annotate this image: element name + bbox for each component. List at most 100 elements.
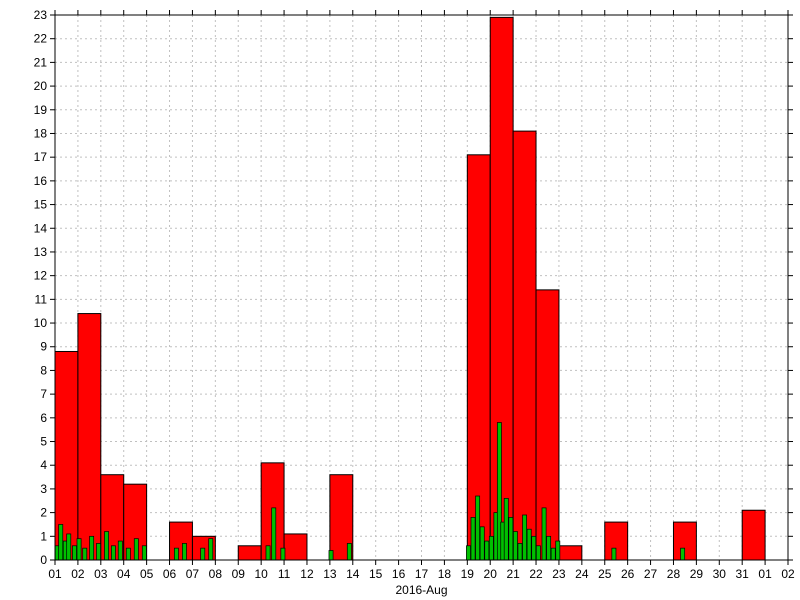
green-bar [77,539,81,560]
green-bar [104,532,108,560]
green-bar [532,536,536,560]
green-bar [90,536,94,560]
green-bar [72,546,76,560]
y-tick-label: 10 [34,316,48,330]
y-tick-label: 2 [40,506,47,520]
green-bar [201,548,205,560]
x-tick-label: 20 [484,567,498,581]
green-bar [489,536,493,560]
y-tick-label: 9 [40,340,47,354]
x-tick-label: 25 [598,567,612,581]
green-bar [67,534,71,560]
y-tick-label: 0 [40,553,47,567]
x-tick-label: 12 [300,567,314,581]
x-tick-label: 01 [758,567,772,581]
x-tick-label: 30 [713,567,727,581]
green-bar [480,527,484,560]
x-axis-label: 2016-Aug [395,583,447,597]
x-tick-label: 15 [369,567,383,581]
y-tick-label: 20 [34,79,48,93]
green-bar [59,524,63,560]
x-tick-label: 05 [140,567,154,581]
y-tick-label: 16 [34,174,48,188]
x-tick-label: 17 [415,567,429,581]
y-tick-label: 19 [34,103,48,117]
green-bar [471,517,475,560]
x-tick-label: 19 [461,567,475,581]
y-tick-label: 5 [40,435,47,449]
green-bar [612,548,616,560]
x-tick-label: 16 [392,567,406,581]
green-bar [83,548,87,560]
x-tick-label: 01 [48,567,62,581]
x-tick-label: 29 [690,567,704,581]
x-tick-label: 11 [278,567,291,581]
red-bar [513,131,536,560]
y-tick-label: 15 [34,198,48,212]
x-tick-label: 14 [346,567,360,581]
green-bar [504,498,508,560]
bar-chart: 0123456789101112131415161718192021222301… [0,0,800,600]
green-bar [111,546,115,560]
x-tick-label: 09 [232,567,246,581]
y-tick-label: 12 [34,269,48,283]
green-bar [182,543,186,560]
green-bar [281,548,285,560]
y-tick-label: 17 [34,150,48,164]
y-tick-label: 23 [34,8,48,22]
green-bar [329,551,333,560]
green-bar [118,541,122,560]
x-tick-label: 18 [438,567,452,581]
x-tick-label: 21 [506,567,520,581]
y-tick-label: 14 [34,221,48,235]
green-bar [476,496,480,560]
x-tick-label: 08 [209,567,223,581]
green-bar [266,546,270,560]
y-tick-label: 7 [40,387,47,401]
green-bar [509,517,513,560]
x-tick-label: 22 [529,567,543,581]
y-tick-label: 1 [40,529,47,543]
x-tick-label: 13 [323,567,337,581]
red-bar [170,522,193,560]
green-bar [272,508,276,560]
x-tick-label: 27 [644,567,658,581]
green-bar [536,546,540,560]
red-bar [238,546,261,560]
red-bar [536,290,559,560]
green-bar [513,532,517,560]
y-tick-label: 13 [34,245,48,259]
red-bar [559,546,582,560]
x-tick-label: 06 [163,567,177,581]
x-tick-label: 03 [94,567,108,581]
x-tick-label: 31 [736,567,750,581]
x-tick-label: 02 [781,567,795,581]
y-tick-label: 3 [40,482,47,496]
red-bar [742,510,765,560]
red-bar [284,534,307,560]
green-bar [485,541,489,560]
green-bar [347,543,351,560]
x-tick-label: 07 [186,567,200,581]
green-bar [681,548,685,560]
x-tick-label: 04 [117,567,131,581]
green-bar [466,546,470,560]
green-bar [527,529,531,560]
green-bar [518,543,522,560]
green-bar [542,508,546,560]
y-tick-label: 21 [34,55,48,69]
green-bar [142,546,146,560]
green-bar [551,548,555,560]
x-tick-label: 23 [552,567,566,581]
green-bar [556,541,560,560]
x-tick-label: 10 [254,567,268,581]
green-bar [126,548,130,560]
green-bar [547,536,551,560]
green-bar [174,548,178,560]
y-tick-label: 22 [34,32,48,46]
y-tick-label: 4 [40,458,47,472]
y-tick-label: 8 [40,363,47,377]
x-tick-label: 24 [575,567,589,581]
green-bar [134,539,138,560]
y-tick-label: 18 [34,126,48,140]
